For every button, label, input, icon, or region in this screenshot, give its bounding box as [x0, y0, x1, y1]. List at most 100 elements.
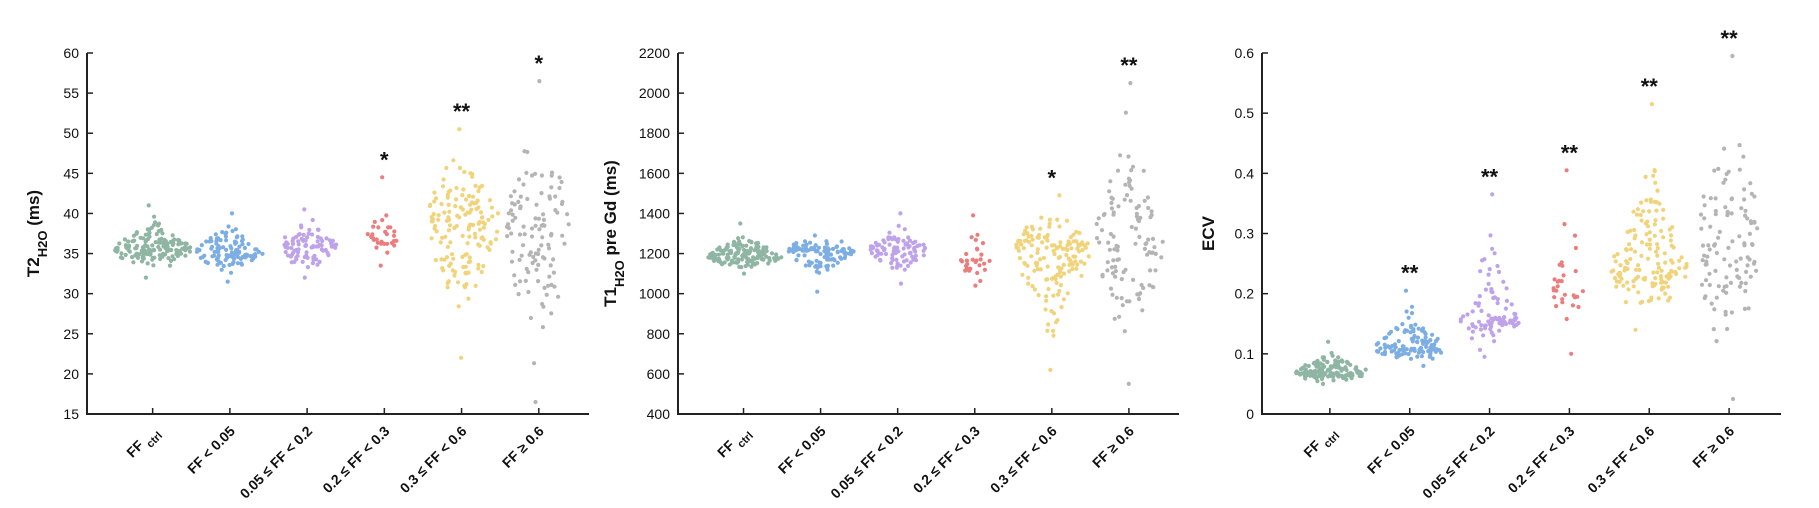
data-point	[1073, 259, 1078, 264]
data-point	[1105, 268, 1110, 273]
data-point	[246, 241, 251, 247]
data-point	[1017, 256, 1023, 261]
data-point	[707, 255, 713, 260]
significance-marker: *	[380, 147, 389, 172]
data-point	[1639, 240, 1645, 245]
x-category-label: FF < 0.05	[184, 423, 238, 477]
data-point	[477, 185, 482, 190]
data-point	[531, 254, 536, 259]
x-category-label: FF ≥ 0.6	[1089, 423, 1137, 471]
data-point	[522, 149, 527, 154]
data-point	[1653, 249, 1659, 254]
data-point	[1570, 303, 1575, 308]
data-point	[461, 187, 466, 192]
data-point	[548, 263, 553, 268]
data-point	[825, 257, 830, 262]
data-point	[452, 225, 457, 231]
data-point	[887, 242, 892, 247]
data-point	[1315, 379, 1320, 384]
data-point	[433, 223, 438, 229]
data-point	[1510, 321, 1515, 326]
data-point	[226, 224, 231, 229]
data-point	[1742, 187, 1747, 192]
data-point	[146, 203, 151, 208]
data-point	[1645, 256, 1651, 261]
data-point	[809, 260, 815, 265]
data-point	[1643, 174, 1648, 179]
data-point	[1046, 286, 1051, 292]
y-tick-label: 1800	[639, 125, 670, 141]
data-point	[1503, 306, 1508, 311]
data-point	[305, 255, 310, 260]
data-point	[379, 241, 384, 246]
data-point	[1061, 297, 1066, 302]
data-point	[1743, 281, 1748, 286]
data-point	[1029, 224, 1034, 229]
data-point	[163, 239, 168, 244]
data-point	[1743, 213, 1748, 218]
data-point	[481, 237, 486, 242]
data-point	[476, 221, 481, 226]
data-point	[446, 189, 451, 194]
data-point	[1735, 274, 1740, 279]
data-point	[890, 252, 895, 257]
data-point	[875, 253, 880, 258]
data-point	[1609, 269, 1614, 274]
data-point	[524, 170, 529, 175]
data-point	[1128, 81, 1133, 86]
data-point	[749, 240, 754, 245]
data-point	[1478, 327, 1483, 332]
data-point	[1357, 372, 1363, 377]
data-point	[1111, 210, 1116, 215]
data-point	[213, 232, 218, 237]
data-point	[1058, 240, 1063, 245]
data-point	[751, 255, 756, 260]
data-point	[1140, 308, 1145, 313]
data-point	[1424, 341, 1429, 346]
data-point	[1631, 284, 1636, 289]
data-point	[1106, 240, 1111, 245]
data-point	[1057, 288, 1062, 294]
data-point	[300, 259, 305, 264]
data-point	[1063, 246, 1068, 251]
data-point	[739, 265, 744, 270]
data-point	[1036, 232, 1042, 238]
data-point	[1401, 344, 1406, 349]
data-point	[764, 248, 769, 254]
data-point	[896, 223, 901, 228]
data-point	[1700, 258, 1705, 263]
data-point	[463, 197, 469, 202]
x-category-label: FFctrl	[714, 423, 756, 465]
data-point	[1627, 242, 1632, 247]
data-point	[1752, 220, 1757, 225]
data-point	[1737, 284, 1742, 289]
data-point	[1047, 217, 1052, 222]
data-point	[1133, 241, 1138, 246]
data-point	[248, 254, 253, 259]
data-point	[469, 207, 474, 212]
data-point	[170, 233, 175, 238]
data-point	[1326, 339, 1331, 344]
data-point	[901, 246, 906, 251]
data-point	[1741, 154, 1746, 159]
data-point	[460, 233, 465, 238]
data-point	[1470, 322, 1475, 327]
data-point	[510, 218, 515, 223]
data-point	[317, 259, 322, 264]
data-point	[134, 230, 139, 235]
data-point	[710, 250, 715, 255]
data-point	[982, 267, 988, 272]
data-point	[456, 304, 461, 309]
data-point	[1649, 102, 1654, 107]
data-point	[1025, 263, 1030, 268]
data-point	[1055, 292, 1061, 297]
data-point	[1659, 280, 1664, 285]
data-point	[724, 255, 729, 260]
data-point	[1729, 211, 1734, 216]
data-point	[801, 243, 806, 248]
data-point	[289, 260, 294, 265]
data-point	[130, 255, 135, 260]
data-point	[1124, 299, 1129, 304]
data-point	[549, 231, 554, 237]
data-point	[1652, 222, 1657, 227]
